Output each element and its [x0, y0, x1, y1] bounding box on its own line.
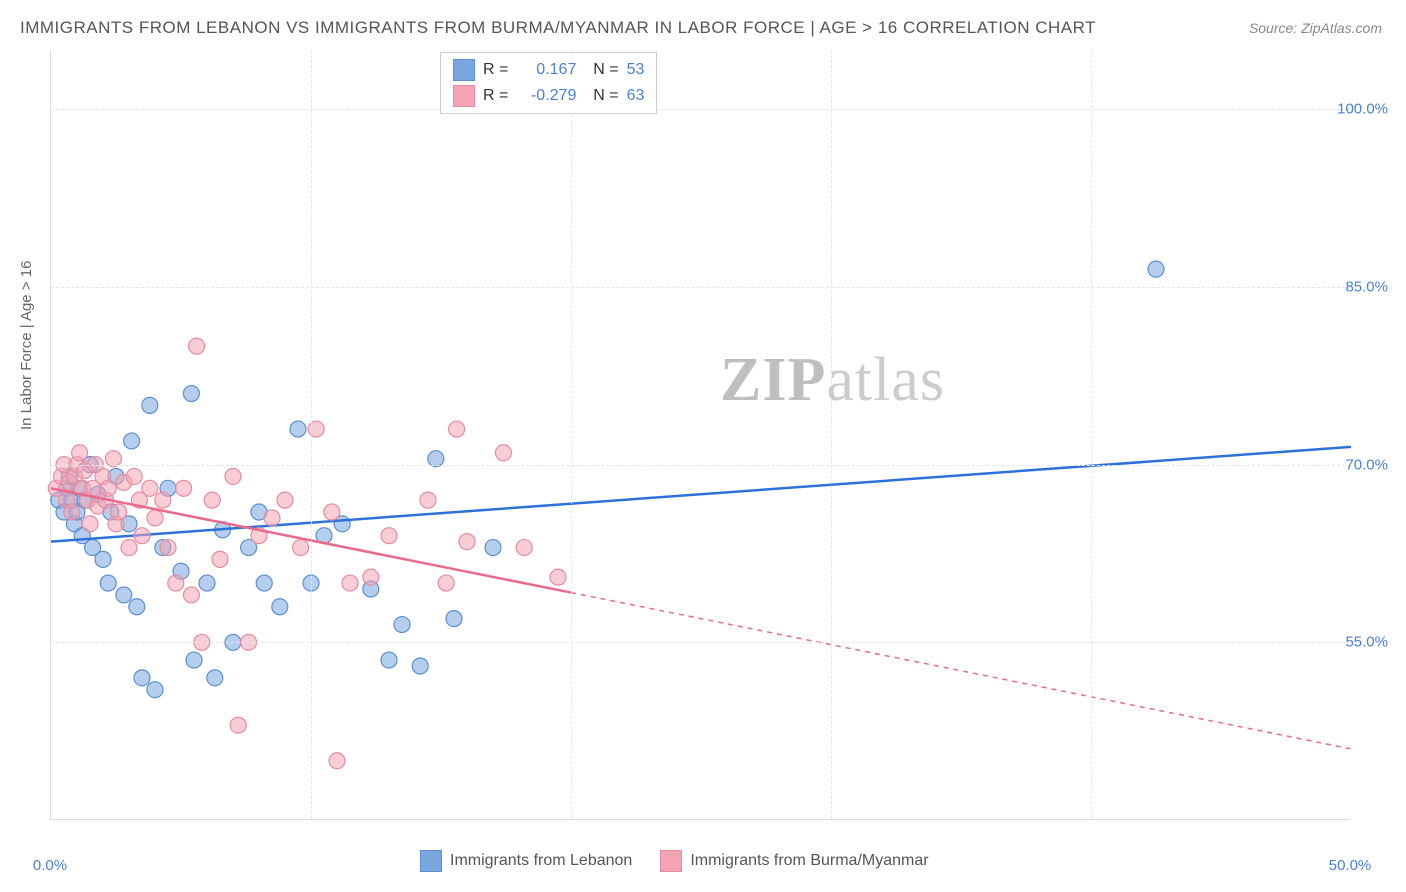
gridline-vertical [571, 50, 572, 819]
data-point [147, 682, 163, 698]
x-tick-label: 50.0% [1329, 857, 1372, 874]
data-point [199, 575, 215, 591]
data-point [293, 540, 309, 556]
legend-n-label: N = [584, 61, 618, 79]
data-point [100, 575, 116, 591]
data-point [324, 504, 340, 520]
legend-series-item: Immigrants from Lebanon [420, 850, 632, 872]
data-point [342, 575, 358, 591]
data-point [124, 433, 140, 449]
data-point [363, 569, 379, 585]
data-point [176, 480, 192, 496]
legend-r-value: 0.167 [516, 61, 576, 79]
data-point [495, 445, 511, 461]
chart-svg [51, 50, 1350, 819]
legend-r-label: R = [483, 87, 508, 105]
legend-n-label: N = [584, 87, 618, 105]
data-point [212, 551, 228, 567]
regression-line-extrapolated [571, 593, 1351, 749]
legend-correlation-row: R = -0.279 N = 63 [453, 83, 644, 109]
data-point [155, 492, 171, 508]
gridline-horizontal [51, 642, 1350, 643]
y-tick-label: 70.0% [1345, 456, 1388, 473]
chart-plot-area [50, 50, 1350, 820]
data-point [111, 504, 127, 520]
data-point [160, 540, 176, 556]
source-label: Source: ZipAtlas.com [1249, 20, 1382, 36]
legend-n-value: 53 [627, 61, 645, 79]
data-point [420, 492, 436, 508]
data-point [72, 445, 88, 461]
legend-swatch [453, 59, 475, 81]
data-point [394, 617, 410, 633]
data-point [459, 534, 475, 550]
data-point [126, 468, 142, 484]
data-point [230, 717, 246, 733]
legend-swatch [420, 850, 442, 872]
legend-n-value: 63 [627, 87, 645, 105]
data-point [1148, 261, 1164, 277]
data-point [485, 540, 501, 556]
data-point [225, 468, 241, 484]
y-tick-label: 85.0% [1345, 278, 1388, 295]
data-point [183, 587, 199, 603]
data-point [290, 421, 306, 437]
y-axis-label: In Labor Force | Age > 16 [18, 261, 35, 430]
data-point [381, 652, 397, 668]
data-point [264, 510, 280, 526]
data-point [134, 528, 150, 544]
legend-r-value: -0.279 [516, 87, 576, 105]
data-point [256, 575, 272, 591]
legend-r-label: R = [483, 61, 508, 79]
legend-swatch [453, 85, 475, 107]
data-point [446, 611, 462, 627]
gridline-horizontal [51, 287, 1350, 288]
data-point [204, 492, 220, 508]
x-tick-label: 0.0% [33, 857, 67, 874]
series-legend: Immigrants from Lebanon Immigrants from B… [420, 850, 929, 872]
legend-series-label: Immigrants from Lebanon [450, 852, 632, 870]
data-point [142, 397, 158, 413]
data-point [82, 516, 98, 532]
y-tick-label: 55.0% [1345, 634, 1388, 651]
data-point [207, 670, 223, 686]
data-point [95, 551, 111, 567]
gridline-vertical [1091, 50, 1092, 819]
data-point [516, 540, 532, 556]
gridline-vertical [831, 50, 832, 819]
data-point [272, 599, 288, 615]
legend-swatch [660, 850, 682, 872]
data-point [116, 587, 132, 603]
legend-correlation-row: R = 0.167 N = 53 [453, 57, 644, 83]
legend-series-label: Immigrants from Burma/Myanmar [690, 852, 928, 870]
data-point [134, 670, 150, 686]
legend-series-item: Immigrants from Burma/Myanmar [660, 850, 928, 872]
data-point [183, 386, 199, 402]
y-tick-label: 100.0% [1337, 101, 1388, 118]
chart-title: IMMIGRANTS FROM LEBANON VS IMMIGRANTS FR… [20, 18, 1096, 38]
gridline-horizontal [51, 465, 1350, 466]
data-point [186, 652, 202, 668]
data-point [129, 599, 145, 615]
data-point [142, 480, 158, 496]
data-point [100, 480, 116, 496]
data-point [189, 338, 205, 354]
data-point [412, 658, 428, 674]
data-point [438, 575, 454, 591]
data-point [168, 575, 184, 591]
data-point [329, 753, 345, 769]
gridline-horizontal [51, 109, 1350, 110]
data-point [64, 504, 80, 520]
data-point [277, 492, 293, 508]
data-point [121, 540, 137, 556]
data-point [147, 510, 163, 526]
correlation-legend: R = 0.167 N = 53R = -0.279 N = 63 [440, 52, 657, 114]
data-point [381, 528, 397, 544]
data-point [550, 569, 566, 585]
data-point [449, 421, 465, 437]
gridline-vertical [311, 50, 312, 819]
